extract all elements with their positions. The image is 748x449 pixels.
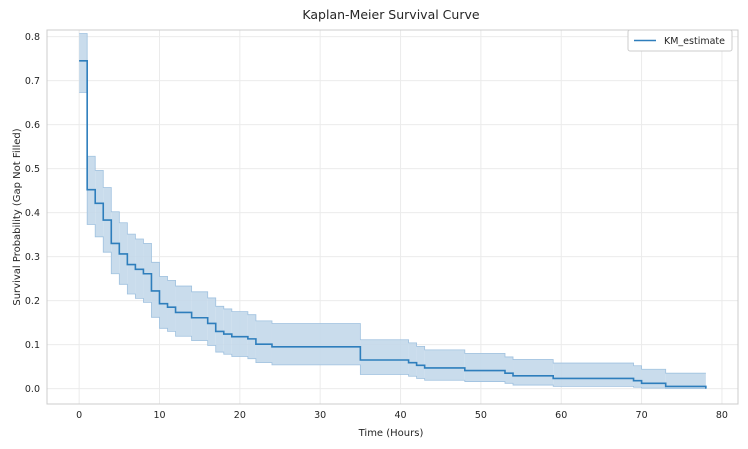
ci-band-segment: [641, 369, 666, 389]
ci-band-segment: [159, 276, 168, 329]
ci-band-segment: [408, 342, 417, 377]
y-axis-label: Survival Probability (Gap Not Filled): [12, 128, 23, 305]
ci-band-segment: [167, 280, 176, 332]
chart-title: Kaplan-Meier Survival Curve: [302, 7, 479, 22]
ci-band-segment: [207, 297, 216, 346]
ci-band-segment: [360, 339, 409, 375]
ci-band-segment: [231, 311, 248, 357]
survival-line-layer: [79, 60, 707, 389]
ci-band-segment: [464, 353, 505, 382]
y-tick-labels: 0.0 0.1 0.2 0.3 0.4 0.5 0.6 0.7 0.8: [25, 32, 40, 395]
y-tick-label: 0.5: [25, 164, 40, 175]
ci-band-segment: [79, 33, 88, 93]
ci-band-segment: [223, 308, 232, 355]
x-tick-labels: 0 10 20 30 40 50 60 70 80: [76, 410, 728, 421]
ci-band-segment: [191, 291, 208, 341]
ci-band-segment: [255, 320, 272, 363]
y-tick-label: 0.4: [25, 208, 40, 219]
y-tick-label: 0.0: [25, 384, 40, 395]
ci-band-segment: [424, 349, 465, 381]
x-tick-label: 20: [234, 410, 246, 421]
legend: KM_estimate: [627, 29, 733, 52]
ci-band-segment: [633, 365, 642, 388]
y-tick-label: 0.7: [25, 76, 40, 87]
ci-band-segment: [271, 323, 361, 365]
legend-box: [627, 29, 733, 52]
legend-label: KM_estimate: [664, 36, 725, 47]
ci-band-segment: [215, 306, 224, 353]
ci-band-segment: [504, 356, 514, 384]
ci-band-segment: [553, 363, 634, 387]
ci-band-segment: [175, 286, 192, 337]
ci-band-segment: [416, 346, 425, 379]
ci-lower-edge: [79, 92, 706, 389]
y-tick-label: 0.1: [25, 340, 40, 351]
x-tick-label: 40: [394, 410, 406, 421]
y-tick-label: 0.2: [25, 296, 40, 307]
ci-band-segment: [143, 243, 152, 303]
x-tick-label: 50: [475, 410, 487, 421]
ci-band-segment: [247, 314, 256, 359]
plot-frame: [46, 29, 739, 405]
ci-band-segment: [151, 262, 160, 318]
y-tick-label: 0.8: [25, 32, 40, 43]
ci-upper-edge: [79, 33, 706, 374]
ci-band-segment: [513, 359, 554, 386]
x-tick-label: 70: [636, 410, 648, 421]
km-estimate-line: [79, 60, 707, 389]
x-tick-label: 10: [153, 410, 165, 421]
y-tick-label: 0.6: [25, 120, 40, 131]
ci-band-segment: [665, 373, 706, 389]
x-tick-label: 80: [716, 410, 728, 421]
y-tick-label: 0.3: [25, 252, 40, 263]
x-tick-label: 0: [76, 410, 82, 421]
x-tick-label: 30: [314, 410, 326, 421]
x-axis-label: Time (Hours): [358, 428, 424, 439]
x-tick-label: 60: [555, 410, 567, 421]
